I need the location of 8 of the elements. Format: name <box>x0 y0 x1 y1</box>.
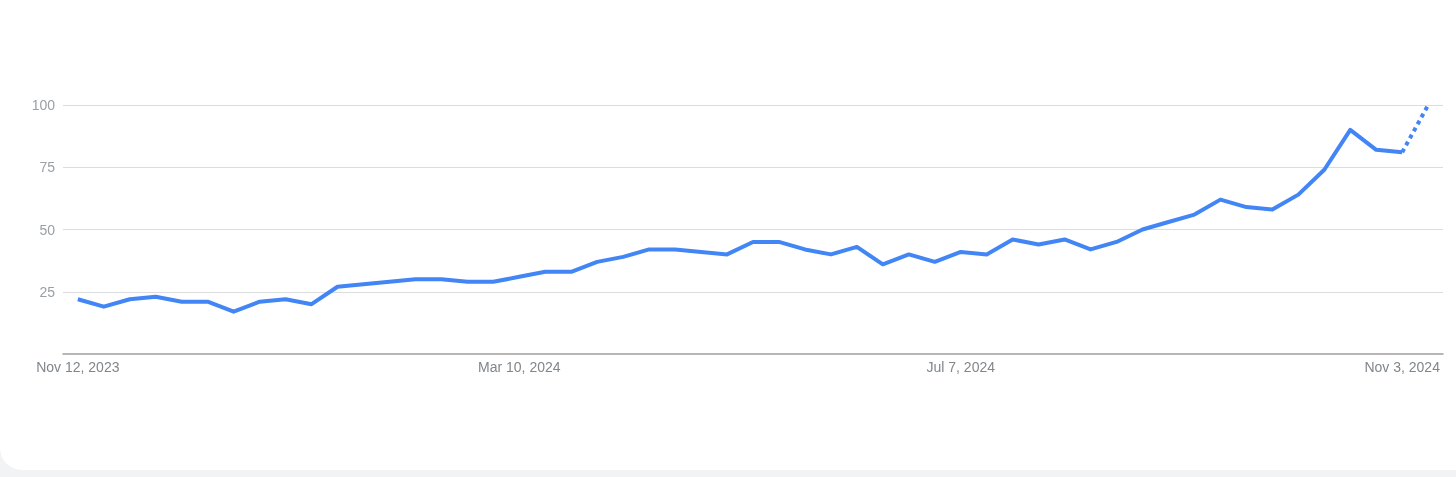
x-tick-label: Nov 3, 2024 <box>1364 359 1441 375</box>
x-tick-label: Nov 12, 2023 <box>36 359 120 375</box>
x-tick-label: Jul 7, 2024 <box>926 359 996 375</box>
x-tick-label: Mar 10, 2024 <box>478 359 561 375</box>
y-tick-label: 100 <box>31 97 56 113</box>
y-tick-label: 75 <box>39 159 56 176</box>
y-tick-label: 25 <box>39 283 56 300</box>
y-tick-label: 50 <box>39 221 56 238</box>
